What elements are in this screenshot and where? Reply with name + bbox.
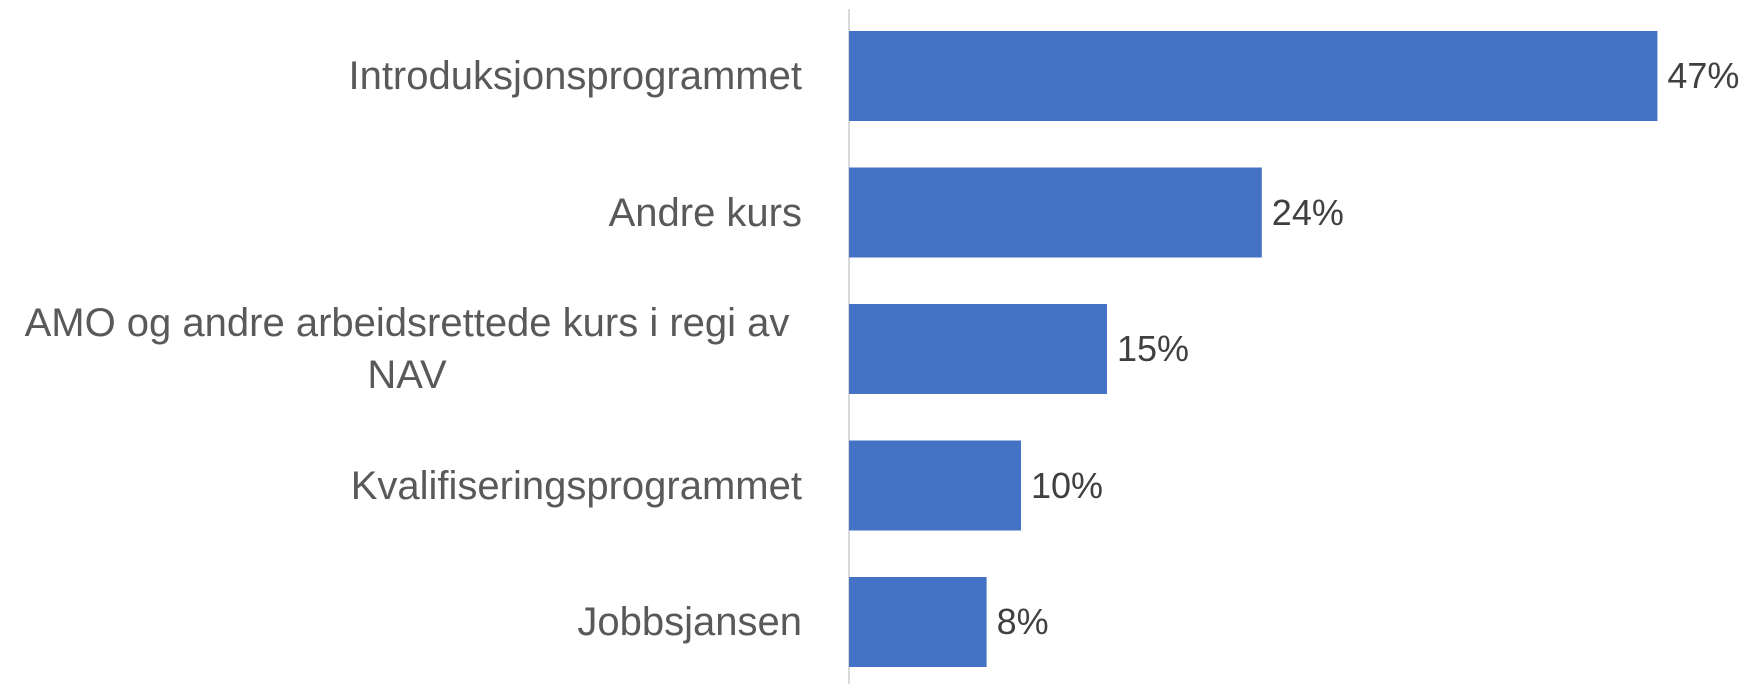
value-label: 15% (1117, 328, 1190, 369)
value-label: 24% (1271, 191, 1344, 233)
value-label: 8% (996, 601, 1049, 642)
category-label: Andre kurs (608, 190, 802, 235)
bar (849, 440, 1021, 531)
category-label-box: Kvalifiseringsprogrammet (0, 421, 802, 551)
bar (849, 577, 987, 667)
category-label-box: Jobbsjansen (0, 557, 802, 684)
bar (849, 31, 1658, 121)
value-label: 10% (1031, 464, 1104, 506)
bar (849, 304, 1107, 394)
bar (849, 167, 1262, 258)
category-label-box: Introduksjonsprogrammet (0, 11, 802, 141)
category-label: AMO og andre arbeidsrettede kurs i regi … (24, 301, 790, 397)
category-label-box: AMO og andre arbeidsrettede kurs i regi … (0, 284, 802, 414)
value-label: 47% (1667, 55, 1740, 96)
category-label: Introduksjonsprogrammet (348, 54, 802, 98)
category-label: Jobbsjansen (577, 600, 802, 644)
category-label: Kvalifiseringsprogrammet (350, 463, 802, 508)
category-label-box: Andre kurs (0, 148, 802, 278)
